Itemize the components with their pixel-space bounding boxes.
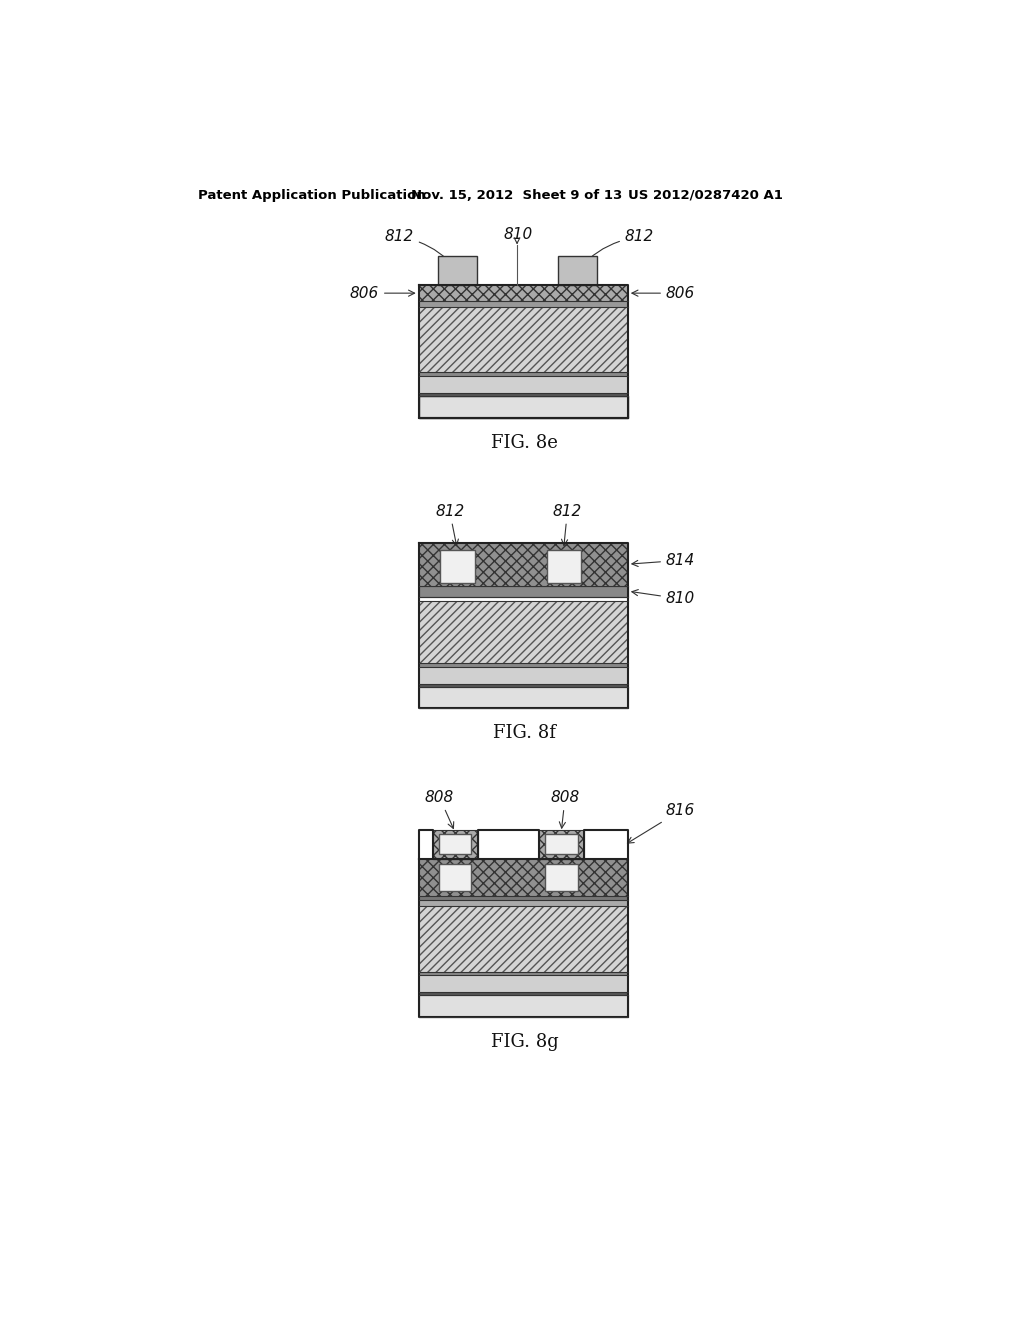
- Bar: [440, 549, 475, 582]
- Text: 812: 812: [385, 230, 455, 268]
- Bar: [419, 972, 628, 975]
- Bar: [419, 586, 628, 598]
- Bar: [419, 667, 628, 684]
- Text: 810: 810: [504, 227, 534, 242]
- Bar: [419, 663, 628, 667]
- Text: FIG. 8g: FIG. 8g: [490, 1032, 559, 1051]
- Text: 814: 814: [632, 553, 695, 568]
- Text: 812: 812: [553, 503, 582, 545]
- Bar: [419, 601, 628, 663]
- Bar: [419, 308, 628, 372]
- Text: 808: 808: [425, 789, 455, 829]
- Bar: [438, 865, 471, 891]
- Text: 806: 806: [632, 285, 695, 301]
- Bar: [419, 301, 628, 308]
- Text: 812: 812: [435, 503, 464, 545]
- Bar: [438, 834, 471, 854]
- Text: Patent Application Publication: Patent Application Publication: [198, 189, 426, 202]
- Bar: [419, 544, 628, 586]
- Text: Nov. 15, 2012  Sheet 9 of 13: Nov. 15, 2012 Sheet 9 of 13: [411, 189, 623, 202]
- Bar: [419, 859, 628, 896]
- Text: 806: 806: [350, 285, 415, 301]
- Bar: [419, 684, 628, 686]
- Text: 816: 816: [628, 803, 695, 843]
- Bar: [438, 256, 477, 285]
- Bar: [419, 900, 628, 906]
- Bar: [539, 830, 584, 859]
- Text: 810: 810: [632, 590, 695, 606]
- Bar: [419, 686, 628, 708]
- Bar: [419, 372, 628, 376]
- Text: FIG. 8e: FIG. 8e: [492, 433, 558, 451]
- Text: US 2012/0287420 A1: US 2012/0287420 A1: [628, 189, 782, 202]
- Bar: [419, 396, 628, 418]
- Bar: [419, 993, 628, 995]
- Text: 812: 812: [581, 230, 654, 268]
- Bar: [419, 896, 628, 900]
- Bar: [419, 376, 628, 393]
- Text: FIG. 8f: FIG. 8f: [494, 723, 556, 742]
- Bar: [547, 549, 582, 582]
- Bar: [419, 995, 628, 1016]
- Bar: [558, 256, 597, 285]
- Bar: [419, 285, 628, 301]
- Bar: [545, 865, 578, 891]
- Bar: [419, 393, 628, 396]
- Bar: [419, 906, 628, 972]
- Bar: [545, 834, 578, 854]
- Text: 808: 808: [551, 789, 580, 828]
- Bar: [432, 830, 477, 859]
- Bar: [419, 975, 628, 993]
